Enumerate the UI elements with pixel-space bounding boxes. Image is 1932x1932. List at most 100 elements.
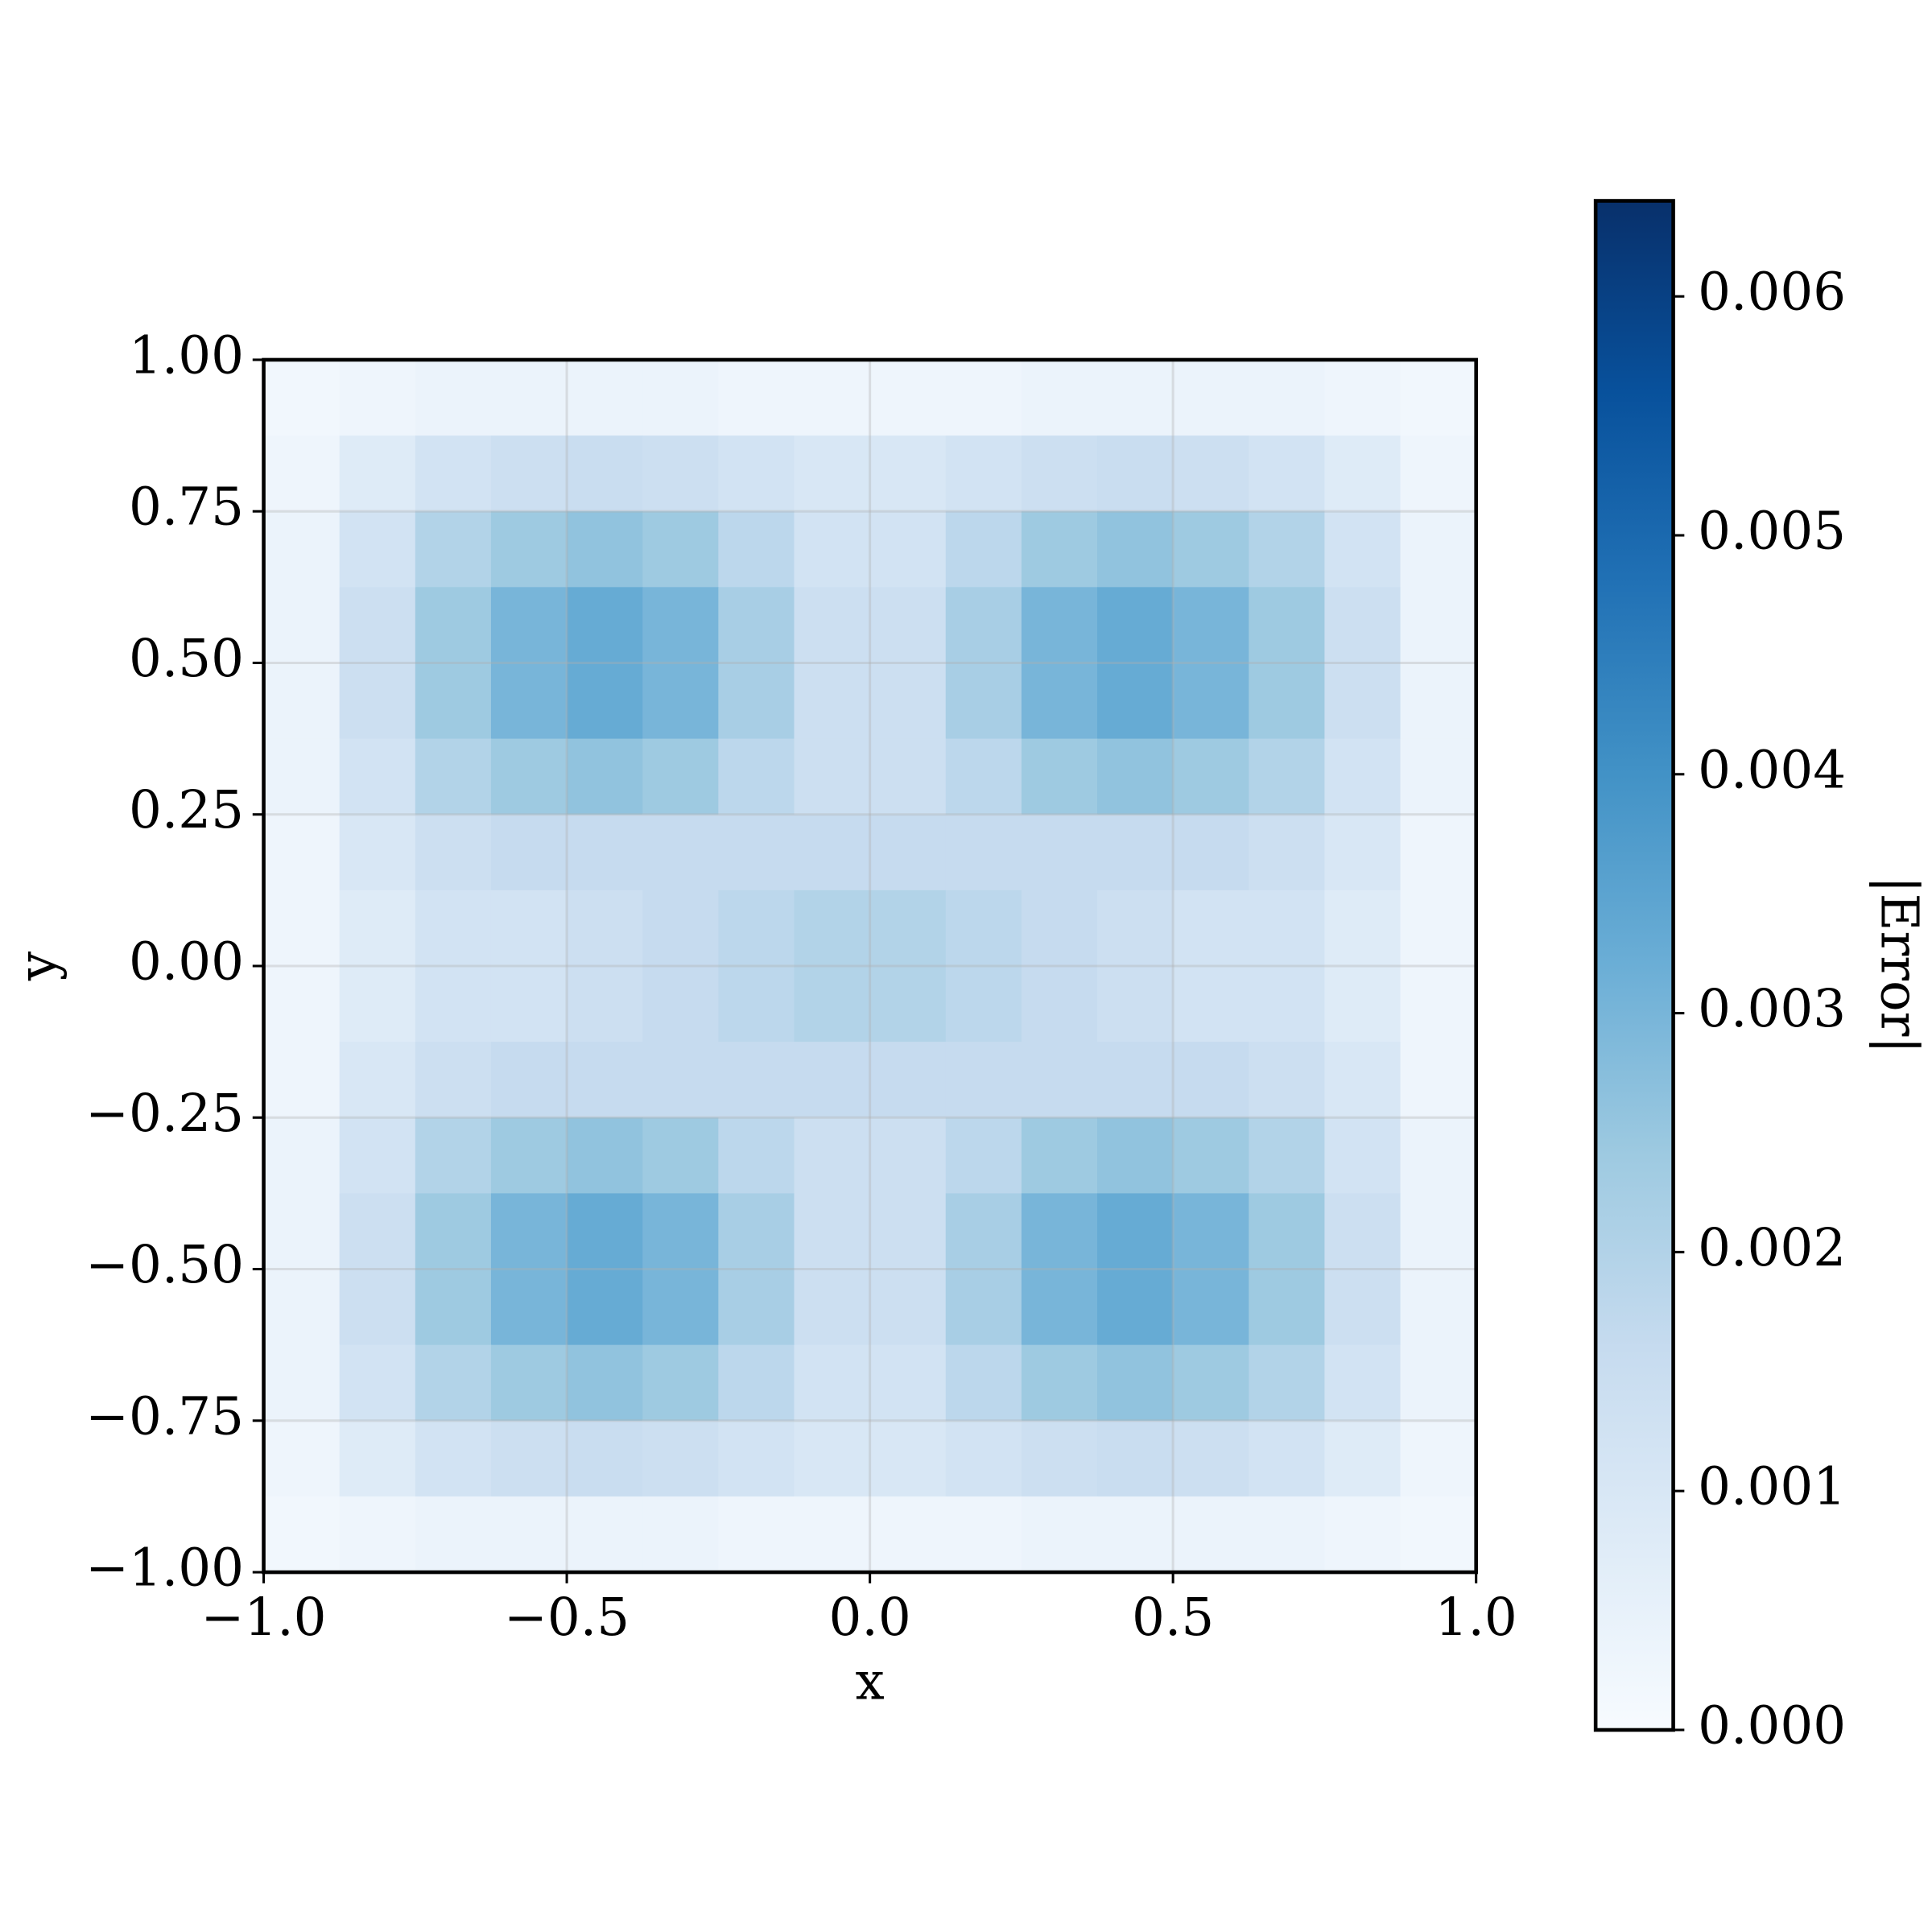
heatmap-cell [263,511,341,588]
heatmap-cell [567,1193,643,1270]
heatmap-cell [1400,663,1477,740]
heatmap-cell [794,890,871,967]
heatmap-cell [718,814,795,891]
heatmap-cell [1400,1042,1477,1119]
heatmap-cell [1021,1117,1098,1195]
heatmap-cell [339,1344,416,1422]
heatmap-cell [1249,1042,1326,1119]
heatmap-cell [263,359,341,436]
heatmap-cell [869,511,947,588]
heatmap-cell [1097,663,1174,740]
heatmap-cell [718,587,795,664]
heatmap-cell [642,1193,720,1270]
heatmap-cell [415,436,492,512]
colorbar-tick-label: 0.006 [1698,262,1846,323]
heatmap-cell [415,890,492,967]
heatmap-cell [339,1193,416,1270]
plot-frame [262,357,1478,1575]
heatmap-cell [1249,890,1326,967]
heatmap-cell [1021,1420,1098,1497]
heatmap-cell [642,1042,720,1119]
heatmap-cell [642,587,720,664]
heatmap-cell [490,738,568,815]
heatmap-cell [794,814,871,891]
heatmap-cell [1021,1193,1098,1270]
heatmap-cell [490,511,568,588]
heatmap-cell [1249,1117,1326,1195]
heatmap-cell [1173,814,1250,891]
heatmap-cell [718,1042,795,1119]
heatmap-cell [263,1269,341,1346]
heatmap-cell [642,1496,720,1573]
heatmap-cell [642,663,720,740]
y-tick-label: 0.25 [129,780,244,840]
x-axis-label: x [855,1651,884,1711]
heatmap-cell [1097,1344,1174,1422]
heatmap-cell [1173,1193,1250,1270]
heatmap-cell [415,511,492,588]
heatmap-cell [1021,1344,1098,1422]
heatmap-cell [567,1344,643,1422]
heatmap-cell [1097,587,1174,664]
heatmap-cell [642,1117,720,1195]
heatmap-cell [1324,1193,1402,1270]
heatmap-cell [945,890,1022,967]
heatmap-cell [1324,1117,1402,1195]
heatmap-cell [567,1420,643,1497]
heatmap-cell [339,1420,416,1497]
heatmap-cell [945,1042,1022,1119]
colorbar-tick-label: 0.000 [1698,1695,1846,1756]
heatmap-cell [415,738,492,815]
y-tick-label: −0.75 [85,1386,244,1447]
heatmap-cell [869,966,947,1042]
heatmap-cell [263,436,341,512]
heatmap-cell [642,1269,720,1346]
heatmap-cell [263,1496,341,1573]
heatmap-cell [415,1420,492,1497]
colorbar [1593,199,1675,1732]
heatmap-cell [869,1269,947,1346]
heatmap-cell [718,1420,795,1497]
heatmap-cell [1173,1117,1250,1195]
heatmap-cell [1324,1344,1402,1422]
heatmap-cell [1400,1193,1477,1270]
heatmap-cell [1249,511,1326,588]
heatmap-cell [794,1193,871,1270]
heatmap-cell [794,663,871,740]
y-tick-label: −0.25 [85,1084,244,1144]
heatmap-cell [567,359,643,436]
heatmap-cell [490,359,568,436]
heatmap-cell [567,738,643,815]
heatmap-cell [339,1269,416,1346]
heatmap-cell [490,814,568,891]
heatmap-cell [1097,1496,1174,1573]
heatmap-cell [718,511,795,588]
heatmap-cell [718,1496,795,1573]
heatmap-cell [869,1117,947,1195]
heatmap-cell [945,663,1022,740]
colorbar-tick-label: 0.004 [1698,740,1846,800]
heatmap-cell [263,1344,341,1422]
heatmap-cell [263,1117,341,1195]
heatmap-cell [945,1344,1022,1422]
heatmap-cell [1097,1420,1174,1497]
heatmap-cell [869,1420,947,1497]
heatmap-cell [642,436,720,512]
heatmap-cell [263,890,341,967]
x-tick-label: 0.0 [829,1587,911,1648]
heatmap-cell [339,511,416,588]
heatmap-cell [869,738,947,815]
heatmap-cell [1249,587,1326,664]
heatmap-cell [794,587,871,664]
x-tick-label: 1.0 [1435,1587,1517,1648]
heatmap-cell [1249,966,1326,1042]
heatmap-cell [263,587,341,664]
heatmap-cell [945,587,1022,664]
heatmap-cell [945,1496,1022,1573]
heatmap-cell [1249,1193,1326,1270]
heatmap-cell [415,1344,492,1422]
heatmap-cell [794,1269,871,1346]
heatmap-cell [869,1344,947,1422]
heatmap-cell [1324,1269,1402,1346]
heatmap-cell [794,436,871,512]
